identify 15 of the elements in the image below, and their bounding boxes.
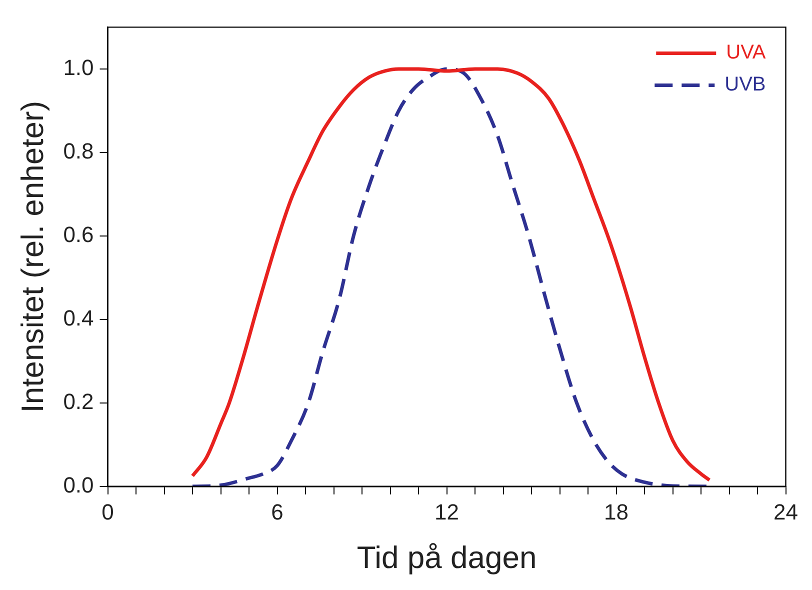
y-tick-label: 0.8: [63, 138, 94, 164]
legend-label: UVB: [724, 74, 766, 96]
y-tick-label: 1.0: [63, 55, 94, 80]
x-tick-label: 12: [434, 500, 460, 525]
y-tick-label: 0.6: [63, 222, 94, 247]
x-tick-label: 6: [271, 500, 284, 525]
x-axis-title: Tid på dagen: [356, 540, 537, 575]
legend-label: UVA: [726, 42, 766, 64]
y-axis-title: Intensitet (rel. enheter): [15, 100, 50, 413]
x-tick-label: 0: [102, 500, 114, 525]
x-tick-label: 24: [774, 500, 798, 525]
y-tick-label: 0.4: [63, 305, 94, 330]
y-tick-label: 0.2: [63, 388, 94, 414]
y-tick-label: 0.0: [63, 472, 94, 498]
x-tick-label: 18: [604, 500, 629, 525]
